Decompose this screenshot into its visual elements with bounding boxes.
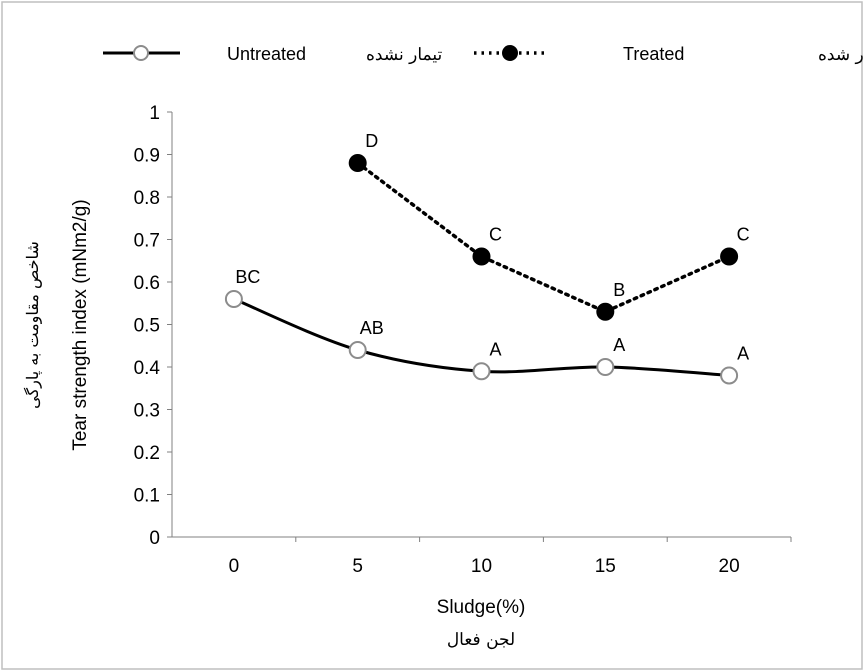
series-untreated: BC AB A A A	[224, 267, 749, 385]
legend: تیمار نشده Untreated تیمار شده Treated	[103, 44, 864, 65]
data-label: A	[613, 335, 625, 355]
data-label: B	[613, 280, 625, 300]
y-tick-label: 0.8	[134, 188, 160, 209]
data-label: C	[489, 225, 502, 245]
x-axis: 0 5 10 15 20	[172, 536, 792, 577]
x-tick-label: 0	[229, 556, 240, 577]
y-axis-title: Tear strength index (mNm2/g)	[70, 199, 91, 450]
x-tick-label: 10	[471, 556, 492, 577]
y-tick-label: 0.9	[134, 146, 160, 167]
legend-marker-untreated	[133, 45, 149, 61]
data-point	[472, 247, 491, 266]
x-tick-label: 15	[595, 556, 616, 577]
y-tick-label: 0.3	[134, 401, 160, 422]
x-tick-labels: 0 5 10 15 20	[229, 537, 792, 577]
data-point	[720, 247, 739, 266]
data-label: C	[737, 225, 750, 245]
y-tick-label: 0.7	[134, 231, 160, 252]
y-axis-title-fa: شاخص مقاومت به پارگی	[23, 241, 42, 409]
x-tick-label: 20	[719, 556, 740, 577]
legend-entry-treated: تیمار شده Treated	[474, 44, 864, 65]
legend-label-untreated: Untreated	[227, 44, 306, 64]
y-tick-label: 0.2	[134, 443, 160, 464]
legend-label-treated: Treated	[623, 44, 684, 64]
y-tick-label: 0.5	[134, 316, 160, 337]
y-tick-label: 0.1	[134, 486, 160, 507]
x-axis-title-fa: لجن فعال	[447, 630, 515, 650]
data-point	[596, 302, 615, 321]
y-tick-label: 0.6	[134, 273, 160, 294]
y-tick-labels: 0 0.1 0.2 0.3 0.4 0.5 0.6 0.7 0.8 0.9 1	[134, 103, 172, 549]
legend-marker-treated	[502, 45, 518, 61]
legend-label-untreated-fa: تیمار نشده	[366, 45, 442, 65]
data-point	[348, 341, 367, 359]
y-tick-label: 1	[149, 103, 160, 124]
data-point	[596, 358, 615, 376]
y-axis: 0 0.1 0.2 0.3 0.4 0.5 0.6 0.7 0.8 0.9 1	[134, 103, 173, 549]
data-point	[224, 290, 243, 308]
data-label: BC	[235, 267, 260, 287]
data-point	[472, 362, 491, 381]
x-axis-title: Sludge(%)	[437, 597, 526, 618]
x-tick-label: 5	[352, 556, 363, 577]
y-tick-label: 0.4	[134, 358, 161, 379]
series-treated: D C B C	[348, 131, 750, 321]
legend-label-treated-fa: تیمار شده	[818, 45, 864, 65]
data-point	[720, 366, 739, 385]
data-label: A	[489, 339, 501, 359]
data-label: AB	[360, 318, 384, 338]
series-line	[355, 161, 731, 314]
data-label: D	[365, 131, 378, 151]
y-tick-label: 0	[149, 528, 160, 549]
data-label: A	[737, 344, 749, 364]
data-point	[348, 154, 367, 172]
legend-entry-untreated: تیمار نشده Untreated	[103, 44, 442, 65]
